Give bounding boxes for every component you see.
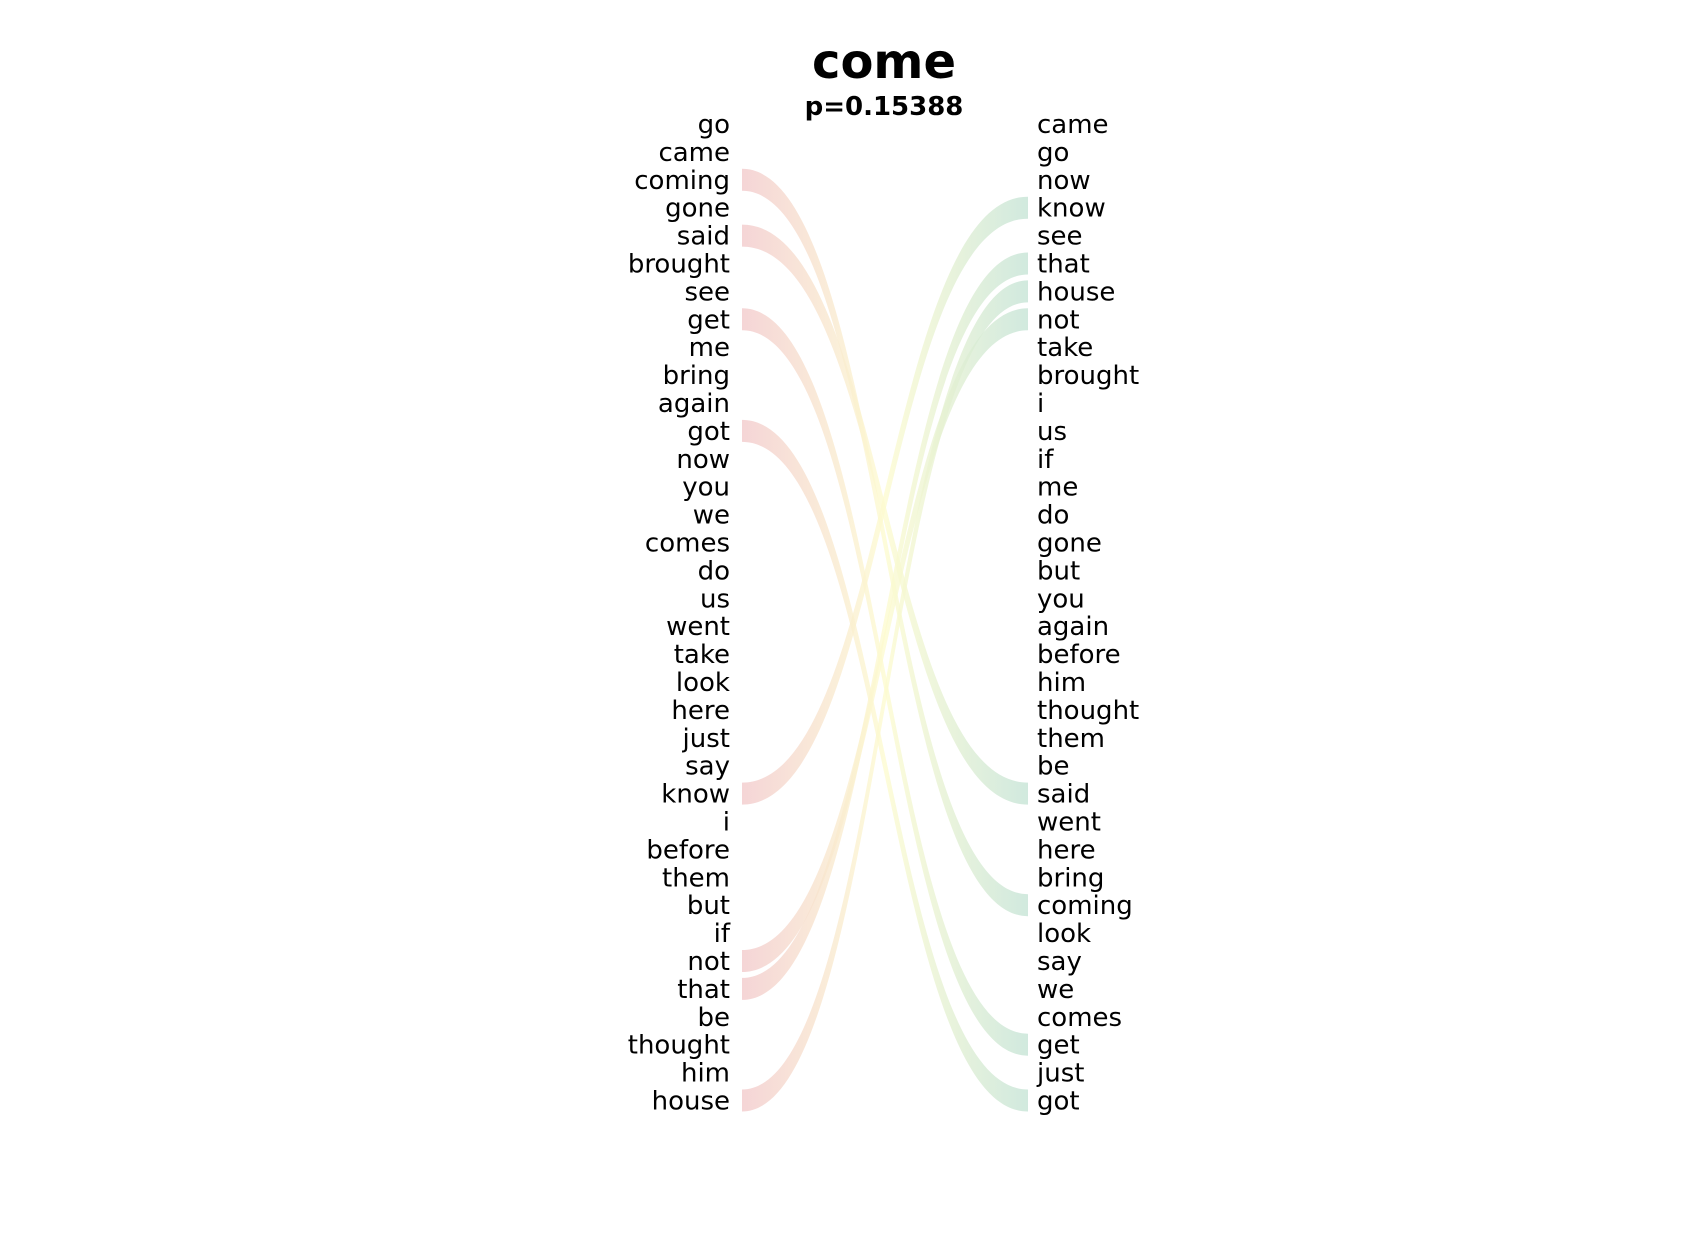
left-word-label: we bbox=[693, 501, 730, 531]
right-word-label: if bbox=[1037, 445, 1054, 475]
diagram-title: come bbox=[812, 34, 956, 90]
right-word-label: again bbox=[1037, 612, 1109, 642]
right-word-label: coming bbox=[1037, 891, 1133, 921]
left-word-label: them bbox=[662, 863, 730, 893]
left-word-label: him bbox=[681, 1059, 730, 1089]
left-word-label: us bbox=[700, 584, 730, 614]
right-word-label: take bbox=[1037, 333, 1093, 363]
flow-that bbox=[742, 252, 1028, 1000]
flow-coming bbox=[742, 168, 1028, 917]
left-word-label: me bbox=[689, 333, 730, 363]
left-word-label: comes bbox=[645, 529, 730, 559]
left-word-label: again bbox=[658, 389, 730, 419]
left-word-label: that bbox=[677, 975, 730, 1005]
left-word-label: get bbox=[687, 305, 730, 335]
right-word-label: i bbox=[1037, 389, 1044, 419]
right-word-label: you bbox=[1037, 584, 1085, 614]
right-word-label: said bbox=[1037, 780, 1090, 810]
left-word-label: you bbox=[682, 473, 730, 503]
left-word-label: went bbox=[666, 612, 730, 642]
left-word-label: if bbox=[714, 919, 731, 949]
right-word-label: we bbox=[1037, 975, 1074, 1005]
left-word-label: look bbox=[676, 668, 730, 698]
right-word-label: before bbox=[1037, 640, 1121, 670]
left-word-label: now bbox=[676, 445, 730, 475]
flow-house bbox=[742, 280, 1028, 1112]
right-word-label: bring bbox=[1037, 863, 1104, 893]
left-word-label: say bbox=[685, 752, 730, 782]
flow-said bbox=[742, 224, 1028, 805]
left-word-label: here bbox=[671, 696, 730, 726]
left-word-label: gone bbox=[665, 194, 730, 224]
left-word-label: do bbox=[698, 556, 730, 586]
right-word-label: do bbox=[1037, 501, 1069, 531]
right-word-label: not bbox=[1037, 305, 1080, 335]
right-word-label: look bbox=[1037, 919, 1091, 949]
right-word-column: camegonowknowseethathousenottakebroughti… bbox=[1036, 110, 1139, 1117]
diagram-subtitle: p=0.15388 bbox=[805, 92, 964, 122]
left-word-label: be bbox=[698, 1003, 731, 1033]
right-word-label: just bbox=[1036, 1059, 1084, 1089]
left-word-label: but bbox=[687, 891, 730, 921]
left-word-label: take bbox=[674, 640, 730, 670]
right-word-label: comes bbox=[1037, 1003, 1122, 1033]
left-word-label: before bbox=[646, 835, 730, 865]
right-word-label: got bbox=[1037, 1087, 1080, 1117]
right-word-label: that bbox=[1037, 250, 1090, 280]
left-word-label: see bbox=[684, 277, 730, 307]
left-word-label: just bbox=[682, 724, 730, 754]
left-word-label: coming bbox=[634, 166, 730, 196]
right-word-label: gone bbox=[1037, 529, 1102, 559]
right-word-label: be bbox=[1037, 752, 1070, 782]
right-word-label: us bbox=[1037, 417, 1067, 447]
right-word-label: say bbox=[1037, 947, 1082, 977]
left-word-label: got bbox=[687, 417, 730, 447]
right-word-label: now bbox=[1037, 166, 1091, 196]
left-word-label: not bbox=[687, 947, 730, 977]
right-word-label: them bbox=[1037, 724, 1105, 754]
left-word-label: bring bbox=[663, 361, 730, 391]
right-word-label: came bbox=[1037, 110, 1109, 140]
right-word-label: thought bbox=[1037, 696, 1139, 726]
flow-get bbox=[742, 308, 1028, 1056]
flow-know bbox=[742, 196, 1028, 805]
left-word-label: thought bbox=[628, 1031, 730, 1061]
right-word-label: house bbox=[1037, 277, 1115, 307]
left-word-label: said bbox=[677, 222, 730, 252]
right-word-label: went bbox=[1037, 808, 1101, 838]
flow-not bbox=[742, 308, 1028, 972]
flow-got bbox=[742, 419, 1028, 1112]
right-word-label: but bbox=[1037, 556, 1080, 586]
left-word-label: know bbox=[661, 780, 730, 810]
left-word-label: go bbox=[698, 110, 730, 140]
right-word-label: go bbox=[1037, 138, 1069, 168]
right-word-label: here bbox=[1037, 835, 1096, 865]
right-word-label: him bbox=[1037, 668, 1086, 698]
right-word-label: brought bbox=[1037, 361, 1139, 391]
left-word-label: came bbox=[658, 138, 730, 168]
left-word-label: house bbox=[652, 1087, 730, 1117]
right-word-label: see bbox=[1037, 222, 1083, 252]
right-word-label: me bbox=[1037, 473, 1078, 503]
right-word-label: get bbox=[1037, 1031, 1080, 1061]
left-word-label: brought bbox=[628, 250, 730, 280]
left-word-label: i bbox=[723, 808, 730, 838]
right-word-label: know bbox=[1037, 194, 1106, 224]
left-word-column: gocamecominggonesaidbroughtseegetmebring… bbox=[628, 110, 731, 1117]
connection-flows bbox=[742, 168, 1028, 1112]
